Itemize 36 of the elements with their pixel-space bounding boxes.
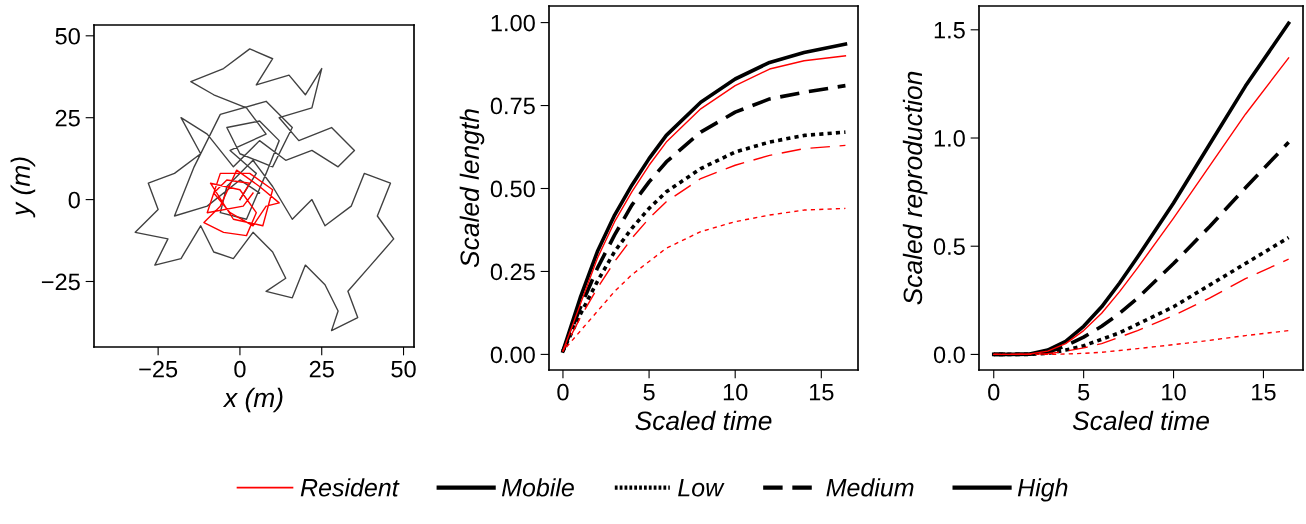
y-tick-label: 0.25 bbox=[490, 263, 535, 281]
y-tick-label: 1.0 bbox=[934, 130, 965, 147]
x-tick-label: 0 bbox=[988, 383, 1000, 401]
y-axis-title: Scaled length bbox=[459, 109, 485, 268]
y-tick-label: 0.00 bbox=[490, 346, 535, 364]
y-tick-label: 1.5 bbox=[934, 22, 965, 39]
x-tick-label: 0 bbox=[557, 383, 569, 401]
y-tick-label: −25 bbox=[41, 273, 80, 291]
x-tick-label: 25 bbox=[309, 360, 334, 378]
x-axis-title: Scaled time bbox=[635, 410, 772, 431]
x-tick-label: 10 bbox=[1162, 383, 1186, 401]
y-tick-label: 0.5 bbox=[933, 238, 965, 255]
legend-label: Medium bbox=[826, 478, 914, 497]
x-tick-label: 10 bbox=[723, 383, 748, 401]
y-axis-title: Scaled reproduction bbox=[902, 71, 928, 305]
x-tick-label: 5 bbox=[643, 384, 655, 401]
y-tick-label: 0.75 bbox=[490, 97, 535, 115]
legend-label: Resident bbox=[300, 478, 400, 497]
x-tick-label: 15 bbox=[1252, 384, 1276, 401]
x-tick-label: 5 bbox=[1078, 384, 1090, 401]
y-tick-label: 1.00 bbox=[491, 14, 535, 32]
y-tick-label: 0.0 bbox=[933, 346, 965, 364]
x-axis-title: x (m) bbox=[222, 387, 283, 413]
y-tick-label: 0.50 bbox=[490, 180, 535, 198]
x-tick-label: 15 bbox=[809, 384, 834, 401]
y-tick-label: 25 bbox=[55, 109, 80, 127]
legend-label: High bbox=[1017, 478, 1068, 502]
legend-label: Low bbox=[678, 479, 725, 497]
y-tick-label: 0 bbox=[68, 191, 80, 209]
x-tick-label: 50 bbox=[391, 360, 416, 378]
x-tick-label: −25 bbox=[139, 360, 178, 378]
x-axis-title: Scaled time bbox=[1072, 410, 1209, 431]
x-tick-label: 0 bbox=[234, 360, 246, 378]
y-tick-label: 50 bbox=[55, 27, 80, 45]
legend-label: Mobile bbox=[501, 478, 574, 497]
y-axis-title: y (m) bbox=[10, 157, 36, 218]
